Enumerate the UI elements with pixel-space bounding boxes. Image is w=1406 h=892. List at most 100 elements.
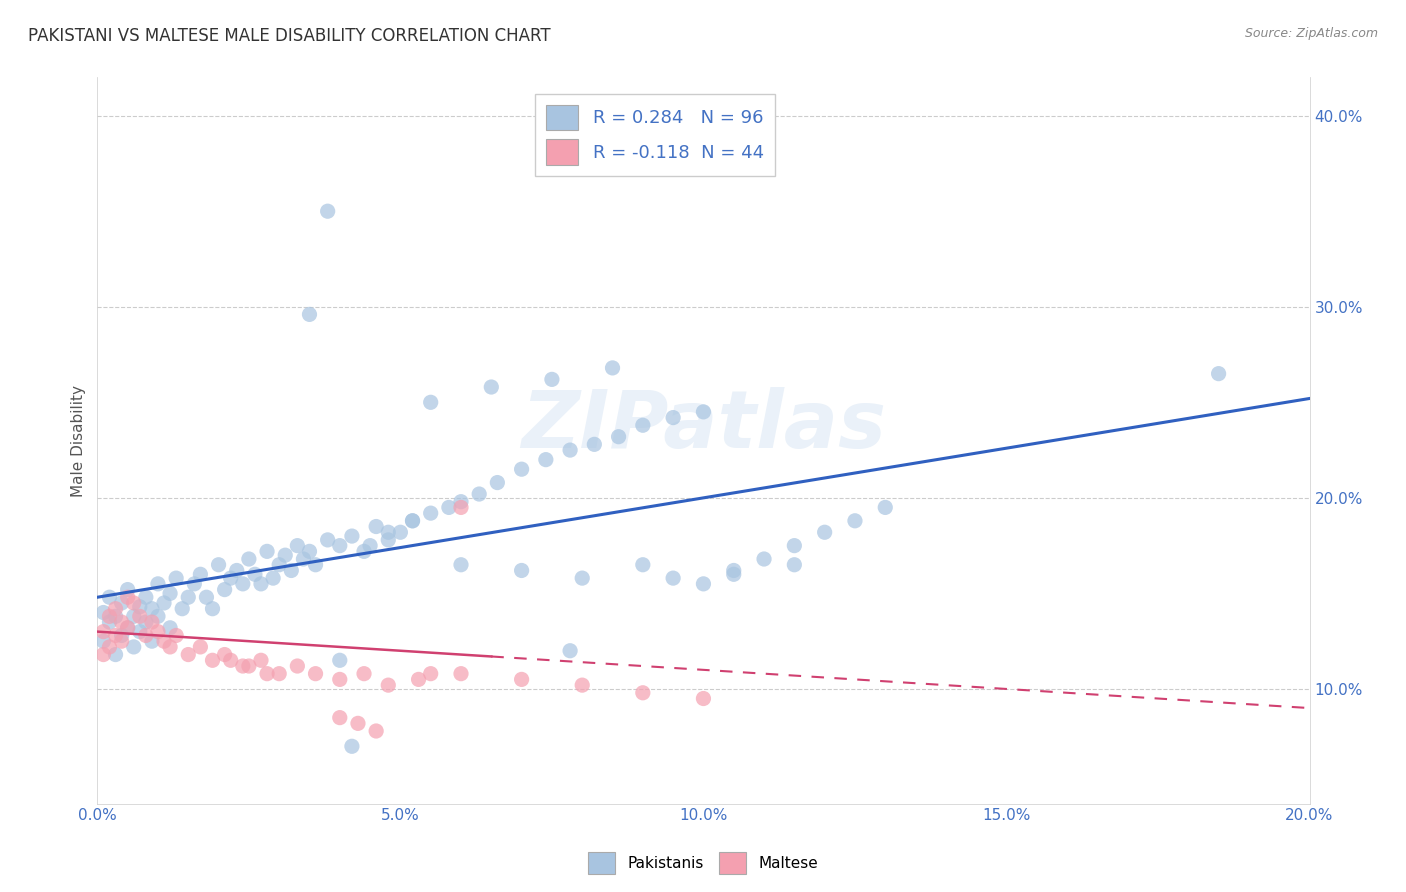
Point — [117, 621, 139, 635]
Point — [141, 615, 163, 629]
Point — [486, 475, 509, 490]
Point — [783, 539, 806, 553]
Point — [437, 500, 460, 515]
Point — [117, 582, 139, 597]
Point — [377, 678, 399, 692]
Point — [128, 599, 150, 614]
Point — [752, 552, 775, 566]
Point — [479, 380, 502, 394]
Point — [274, 548, 297, 562]
Point — [262, 571, 284, 585]
Point — [98, 640, 121, 654]
Point — [93, 624, 115, 639]
Point — [340, 529, 363, 543]
Point — [135, 591, 157, 605]
Point — [98, 591, 121, 605]
Point — [353, 666, 375, 681]
Point — [844, 514, 866, 528]
Point — [401, 514, 423, 528]
Point — [195, 591, 218, 605]
Point — [468, 487, 491, 501]
Point — [172, 601, 194, 615]
Point — [510, 462, 533, 476]
Point — [117, 591, 139, 605]
Point — [159, 621, 181, 635]
Point — [875, 500, 897, 515]
Point — [93, 648, 115, 662]
Point — [534, 452, 557, 467]
Point — [238, 659, 260, 673]
Point — [304, 558, 326, 572]
Point — [256, 666, 278, 681]
Point — [104, 628, 127, 642]
Point — [269, 558, 291, 572]
Point — [292, 552, 315, 566]
Point — [571, 571, 593, 585]
Point — [571, 678, 593, 692]
Point — [692, 577, 714, 591]
Point — [329, 653, 352, 667]
Point — [377, 533, 399, 547]
Point — [93, 606, 115, 620]
Point — [366, 519, 388, 533]
Point — [153, 634, 176, 648]
Point — [298, 544, 321, 558]
Point — [692, 691, 714, 706]
Point — [232, 659, 254, 673]
Point — [558, 443, 581, 458]
Point — [631, 418, 654, 433]
Point — [541, 372, 564, 386]
Point — [723, 564, 745, 578]
Point — [250, 577, 273, 591]
Point — [201, 601, 224, 615]
Point — [122, 640, 145, 654]
Point — [340, 739, 363, 754]
Point — [214, 582, 236, 597]
Point — [377, 525, 399, 540]
Point — [692, 405, 714, 419]
Point — [146, 577, 169, 591]
Point — [450, 558, 472, 572]
Text: PAKISTANI VS MALTESE MALE DISABILITY CORRELATION CHART: PAKISTANI VS MALTESE MALE DISABILITY COR… — [28, 27, 551, 45]
Point — [450, 494, 472, 508]
Legend: Pakistanis, Maltese: Pakistanis, Maltese — [582, 846, 824, 880]
Text: ZIPatlas: ZIPatlas — [522, 387, 886, 465]
Point — [269, 666, 291, 681]
Point — [814, 525, 837, 540]
Point — [329, 711, 352, 725]
Point — [353, 544, 375, 558]
Point — [662, 571, 685, 585]
Point — [110, 634, 132, 648]
Point — [419, 666, 441, 681]
Point — [117, 621, 139, 635]
Point — [146, 609, 169, 624]
Point — [214, 648, 236, 662]
Point — [285, 539, 308, 553]
Point — [159, 640, 181, 654]
Point — [329, 539, 352, 553]
Point — [366, 724, 388, 739]
Point — [135, 628, 157, 642]
Point — [662, 410, 685, 425]
Point — [359, 539, 381, 553]
Point — [298, 307, 321, 321]
Point — [190, 640, 212, 654]
Point — [316, 204, 339, 219]
Point — [280, 564, 302, 578]
Point — [201, 653, 224, 667]
Point — [723, 567, 745, 582]
Point — [93, 634, 115, 648]
Point — [122, 596, 145, 610]
Point — [389, 525, 412, 540]
Point — [583, 437, 606, 451]
Point — [225, 564, 247, 578]
Point — [128, 609, 150, 624]
Point — [243, 567, 266, 582]
Point — [207, 558, 229, 572]
Point — [408, 673, 430, 687]
Point — [153, 596, 176, 610]
Point — [238, 552, 260, 566]
Point — [219, 653, 242, 667]
Point — [450, 666, 472, 681]
Point — [141, 634, 163, 648]
